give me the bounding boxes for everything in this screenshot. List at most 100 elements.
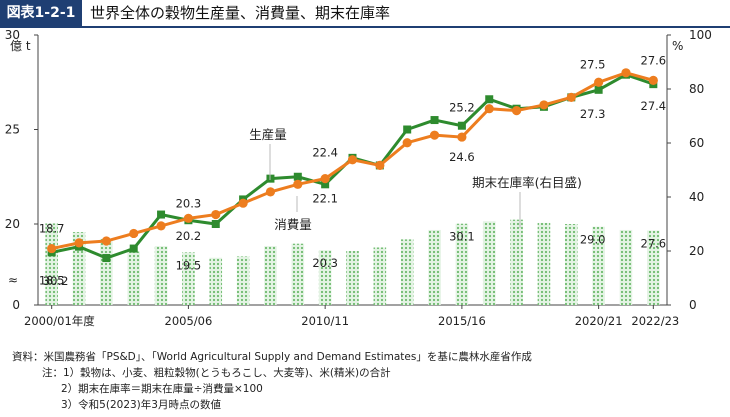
x-tick-label: 2005/06: [165, 314, 213, 328]
production-point: [485, 95, 494, 104]
production-point: [102, 254, 111, 263]
consumption-point: [47, 243, 57, 254]
chart: 億 t % 0 20 25 30 ≈0 20 40 60 80 100 2000/01年度 2005/06…: [5, 30, 712, 328]
stock-ratio-bar: [510, 219, 523, 305]
data-label: 20.3: [312, 256, 338, 270]
data-label: 27.4: [641, 99, 667, 113]
production-point: [430, 116, 439, 125]
x-tick-label: 2015/16: [438, 314, 486, 328]
data-label: 27.6: [641, 236, 667, 250]
stock-ratio-bar: [291, 243, 305, 305]
consumption-point: [375, 160, 385, 171]
stock-ratio-bar: [592, 226, 605, 305]
production-point: [403, 125, 412, 134]
left-tick-label: 30: [5, 30, 20, 42]
stock-ratio-series-label: 期末在庫率(右目盛): [472, 175, 582, 190]
data-label: 24.6: [449, 150, 475, 164]
figure-header: 図表1-2-1 世界全体の穀物生産量、消費量、期末在庫率: [0, 0, 730, 28]
production-point: [157, 210, 166, 219]
left-tick-label: 0: [12, 298, 20, 312]
stock-ratio-bar: [537, 222, 551, 305]
left-tick-label: 20: [5, 217, 20, 231]
consumption-point: [511, 106, 522, 116]
consumption-point: [211, 209, 221, 220]
consumption-point: [648, 75, 658, 85]
consumption-point: [429, 130, 440, 140]
data-label: 19.5: [176, 258, 202, 272]
stock-ratio-bar: [428, 229, 441, 305]
data-label: 27.6: [641, 53, 667, 67]
stock-ratio-bar: [154, 246, 168, 305]
right-tick-label: 20: [689, 244, 704, 258]
x-tick-label: 2000/01年度: [24, 314, 95, 328]
stock-ratio-bars: [45, 219, 660, 305]
data-label: 25.2: [449, 101, 475, 115]
stock-ratio-bar: [455, 223, 469, 305]
source-note: 資料：米国農務省「PS&D」、「World Agricultural Suppl…: [12, 351, 532, 363]
consumption-point: [265, 187, 276, 197]
stock-ratio-bar: [127, 251, 141, 305]
consumption-point: [320, 174, 330, 184]
consumption-point: [129, 228, 139, 239]
consumption-point: [74, 238, 84, 248]
stock-ratio-bar: [346, 251, 359, 305]
consumption-point: [402, 138, 412, 148]
stock-ratio-bar: [400, 239, 414, 305]
chart-labels: 18.7 18.530.2 20.3 20.2 19.5 22.4 22.1 20.3 25.2…: [39, 53, 666, 288]
x-tick-label: 2020/21: [575, 314, 623, 328]
production-point: [594, 85, 603, 94]
right-tick-label: 40: [689, 190, 704, 204]
right-tick-label: 80: [689, 82, 704, 96]
chart-axes: 億 t % 0 20 25 30 ≈0 20 40 60 80 100 2000/01年度 2005/06…: [5, 30, 712, 328]
left-tick-label: 25: [5, 123, 20, 137]
right-axis-unit: %: [672, 39, 683, 53]
data-label: 30.2: [43, 274, 69, 288]
production-point: [293, 172, 302, 181]
data-label: 22.4: [312, 146, 338, 160]
left-axis-unit: 億 t: [10, 39, 31, 53]
data-label: 27.5: [580, 57, 606, 71]
consumption-point: [484, 104, 494, 114]
axis-break-symbol: ≈: [8, 273, 18, 287]
data-label: 18.7: [39, 222, 65, 236]
production-point: [321, 180, 330, 189]
consumption-point: [347, 155, 358, 165]
data-label: 18.5: [39, 273, 65, 287]
figure-number: 図表1-2-1: [0, 0, 82, 26]
figure-title: 世界全体の穀物生産量、消費量、期末在庫率: [90, 4, 391, 22]
note-2: 2）期末在庫率＝期末在庫量÷消費量×100: [61, 383, 263, 395]
stock-ratio-bar: [182, 252, 195, 305]
consumption-point: [156, 221, 166, 231]
consumption-point: [293, 179, 303, 189]
stock-ratio-bar: [564, 224, 578, 305]
stock-ratio-bar: [619, 229, 633, 305]
consumption-point: [594, 77, 604, 87]
chart-notes: 資料：米国農務省「PS&D」、「World Agricultural Suppl…: [12, 349, 532, 413]
consumption-point: [539, 100, 549, 110]
consumption-point: [238, 198, 248, 208]
note-3: 3）令和5(2023)年3月時点の数値: [61, 399, 221, 411]
stock-ratio-bar: [264, 246, 277, 305]
data-label: 22.1: [312, 191, 338, 205]
right-tick-label: 0: [689, 298, 697, 312]
consumption-point: [101, 236, 111, 246]
stock-ratio-bar: [100, 238, 113, 305]
production-point: [129, 244, 138, 253]
stock-ratio-bar: [209, 257, 223, 305]
stock-ratio-bar: [373, 247, 387, 305]
x-tick-label: 2010/11: [301, 314, 349, 328]
data-label: 27.3: [580, 107, 606, 121]
right-tick-label: 60: [689, 136, 704, 150]
right-tick-label: 100: [689, 30, 712, 42]
production-point: [457, 121, 466, 130]
data-label: 29.0: [580, 233, 606, 247]
consumption-series-label: 消費量: [274, 217, 312, 232]
data-label: 20.2: [176, 229, 202, 243]
header-divider: [0, 26, 730, 28]
stock-ratio-bar: [318, 250, 332, 305]
consumption-point: [457, 132, 467, 142]
consumption-point: [621, 68, 631, 78]
data-label: 20.3: [176, 196, 202, 210]
stock-ratio-bar: [236, 256, 250, 305]
stock-ratio-bar: [45, 223, 58, 305]
